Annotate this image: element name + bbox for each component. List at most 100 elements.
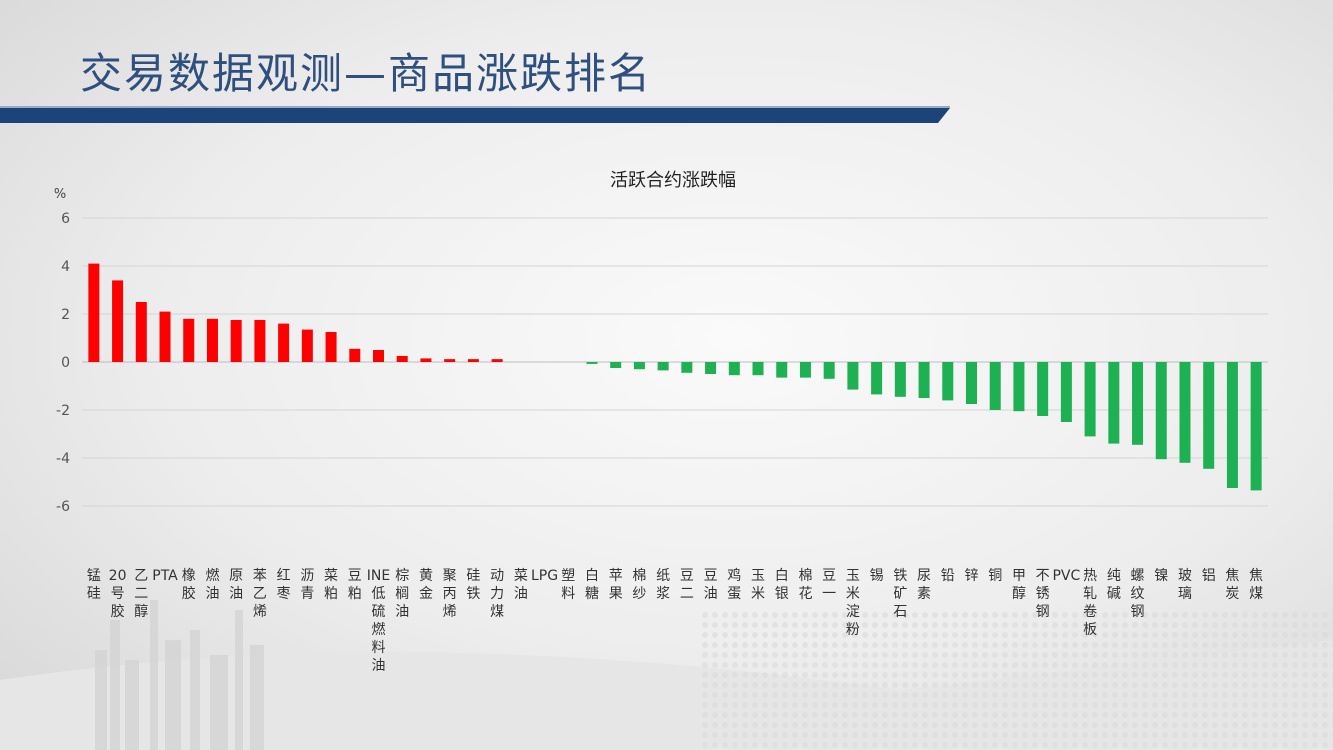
category-label-菜油: 菜油 <box>514 568 528 602</box>
category-label-乙二醇: 乙二醇 <box>134 568 148 620</box>
bar-焦炭 <box>1226 362 1238 488</box>
y-tick-label: -4 <box>56 451 70 467</box>
bar-INE低硫燃料油 <box>373 350 384 362</box>
bar-豆粕 <box>349 348 361 362</box>
category-label-红枣: 红枣 <box>277 568 291 602</box>
y-tick-label: 2 <box>61 307 70 323</box>
category-label-聚丙烯: 聚丙烯 <box>443 568 457 620</box>
bar-铜 <box>989 362 1001 410</box>
category-label-PVC: PVC <box>1052 568 1080 584</box>
category-label-不锈钢: 不锈钢 <box>1036 568 1050 620</box>
bar-焦煤 <box>1250 362 1262 491</box>
bar-PTA <box>159 311 171 362</box>
category-label-硅铁: 硅铁 <box>466 568 480 602</box>
category-label-沥青: 沥青 <box>300 568 314 602</box>
bar-动力煤 <box>491 359 503 362</box>
bar-series <box>88 263 1262 491</box>
y-tick-label: -6 <box>56 499 70 515</box>
category-label-纯碱: 纯碱 <box>1107 568 1121 602</box>
category-label-螺纹钢: 螺纹钢 <box>1131 568 1145 620</box>
category-label-苯乙烯: 苯乙烯 <box>253 567 267 620</box>
bar-沥青 <box>301 329 313 362</box>
bar-鸡蛋 <box>728 362 740 376</box>
category-label-棕榈油: 棕榈油 <box>395 568 409 620</box>
category-label-动力煤: 动力煤 <box>490 568 504 620</box>
bar-棉花 <box>799 362 811 378</box>
category-label-尿素: 尿素 <box>917 568 931 602</box>
bar-锰硅 <box>88 263 100 362</box>
category-label-焦炭: 焦炭 <box>1225 568 1239 602</box>
category-label-锡: 锡 <box>870 568 884 584</box>
category-label-菜粕: 菜粕 <box>324 568 338 602</box>
category-label-铝: 铝 <box>1202 568 1216 584</box>
category-label-原油: 原油 <box>229 568 243 602</box>
category-label-鸡蛋: 鸡蛋 <box>727 567 741 602</box>
bar-玻璃 <box>1179 362 1191 463</box>
category-label-LPG: LPG <box>531 568 558 584</box>
bar-燃油 <box>206 318 218 362</box>
category-label-INE低硫燃料油: INE 低硫燃料油 <box>367 568 390 674</box>
category-label-铜: 铜 <box>988 568 1002 584</box>
bar-苹果 <box>610 362 622 368</box>
category-label-棉花: 棉花 <box>798 567 812 602</box>
bar-棉纱 <box>633 362 645 370</box>
y-tick-label: 0 <box>61 355 70 371</box>
bar-锌 <box>966 362 977 404</box>
bar-苯乙烯 <box>254 320 266 362</box>
category-label-豆二: 豆二 <box>680 568 694 602</box>
bar-纯碱 <box>1108 362 1120 444</box>
bar-玉米 <box>752 362 764 376</box>
y-tick-label: -2 <box>56 403 70 419</box>
bar-螺纹钢 <box>1132 362 1144 445</box>
bar-尿素 <box>918 362 930 398</box>
y-axis-ticks: 6 4 2 0 -2 -4 -6 <box>56 211 70 515</box>
bar-不锈钢 <box>1037 362 1049 416</box>
category-label-焦煤: 焦煤 <box>1249 568 1263 602</box>
y-tick-label: 6 <box>61 211 70 227</box>
category-label-橡胶: 橡胶 <box>182 568 196 602</box>
chart-title: 活跃合约涨跌幅 <box>610 170 736 191</box>
bar-PVC <box>1060 362 1072 422</box>
category-label-白糖: 白糖 <box>585 568 599 602</box>
bar-豆油 <box>705 362 717 374</box>
category-label-塑料: 塑料 <box>561 568 575 602</box>
category-label-苹果: 苹果 <box>609 568 623 602</box>
category-label-纸浆: 纸浆 <box>656 568 670 602</box>
bar-红枣 <box>278 323 290 362</box>
bar-乙二醇 <box>135 302 147 362</box>
bar-铁矿石 <box>894 362 906 397</box>
bar-玉米淀粉 <box>847 362 859 390</box>
bar-白银 <box>776 362 788 378</box>
bar-黄金 <box>420 358 432 362</box>
category-label-20号胶: 20 号胶 <box>109 568 127 620</box>
category-label-豆粕: 豆粕 <box>348 568 362 602</box>
category-label-PTA: PTA <box>152 568 178 584</box>
category-label-热轧卷板: 热轧卷板 <box>1083 568 1097 638</box>
category-label-玉米: 玉米 <box>751 568 765 602</box>
category-label-豆油: 豆油 <box>704 568 718 602</box>
bar-铝 <box>1203 362 1215 469</box>
bar-热轧卷板 <box>1084 362 1096 437</box>
category-label-甲醇: 甲醇 <box>1012 568 1026 602</box>
bar-20号胶 <box>112 280 124 362</box>
bar-锡 <box>871 362 883 395</box>
category-label-铅: 铅 <box>941 568 955 584</box>
y-axis-unit-label: % <box>54 187 66 202</box>
bar-棕榈油 <box>396 356 408 362</box>
category-label-燃油: 燃油 <box>205 567 219 602</box>
bar-豆一 <box>823 362 835 379</box>
category-label-锌: 锌 <box>965 568 979 584</box>
bar-豆二 <box>681 362 693 373</box>
category-label-白银: 白银 <box>775 568 789 602</box>
bar-原油 <box>230 320 242 362</box>
bar-甲醇 <box>1013 362 1025 412</box>
category-label-铁矿石: 铁矿石 <box>893 568 907 620</box>
slide-title: 交易数据观测—商品涨跌排名 <box>80 49 653 98</box>
bar-聚丙烯 <box>444 359 456 362</box>
category-label-棉纱: 棉纱 <box>632 567 646 602</box>
category-label-锰硅: 锰硅 <box>87 568 101 602</box>
category-label-玻璃: 玻璃 <box>1178 568 1192 602</box>
bar-白糖 <box>586 362 598 364</box>
